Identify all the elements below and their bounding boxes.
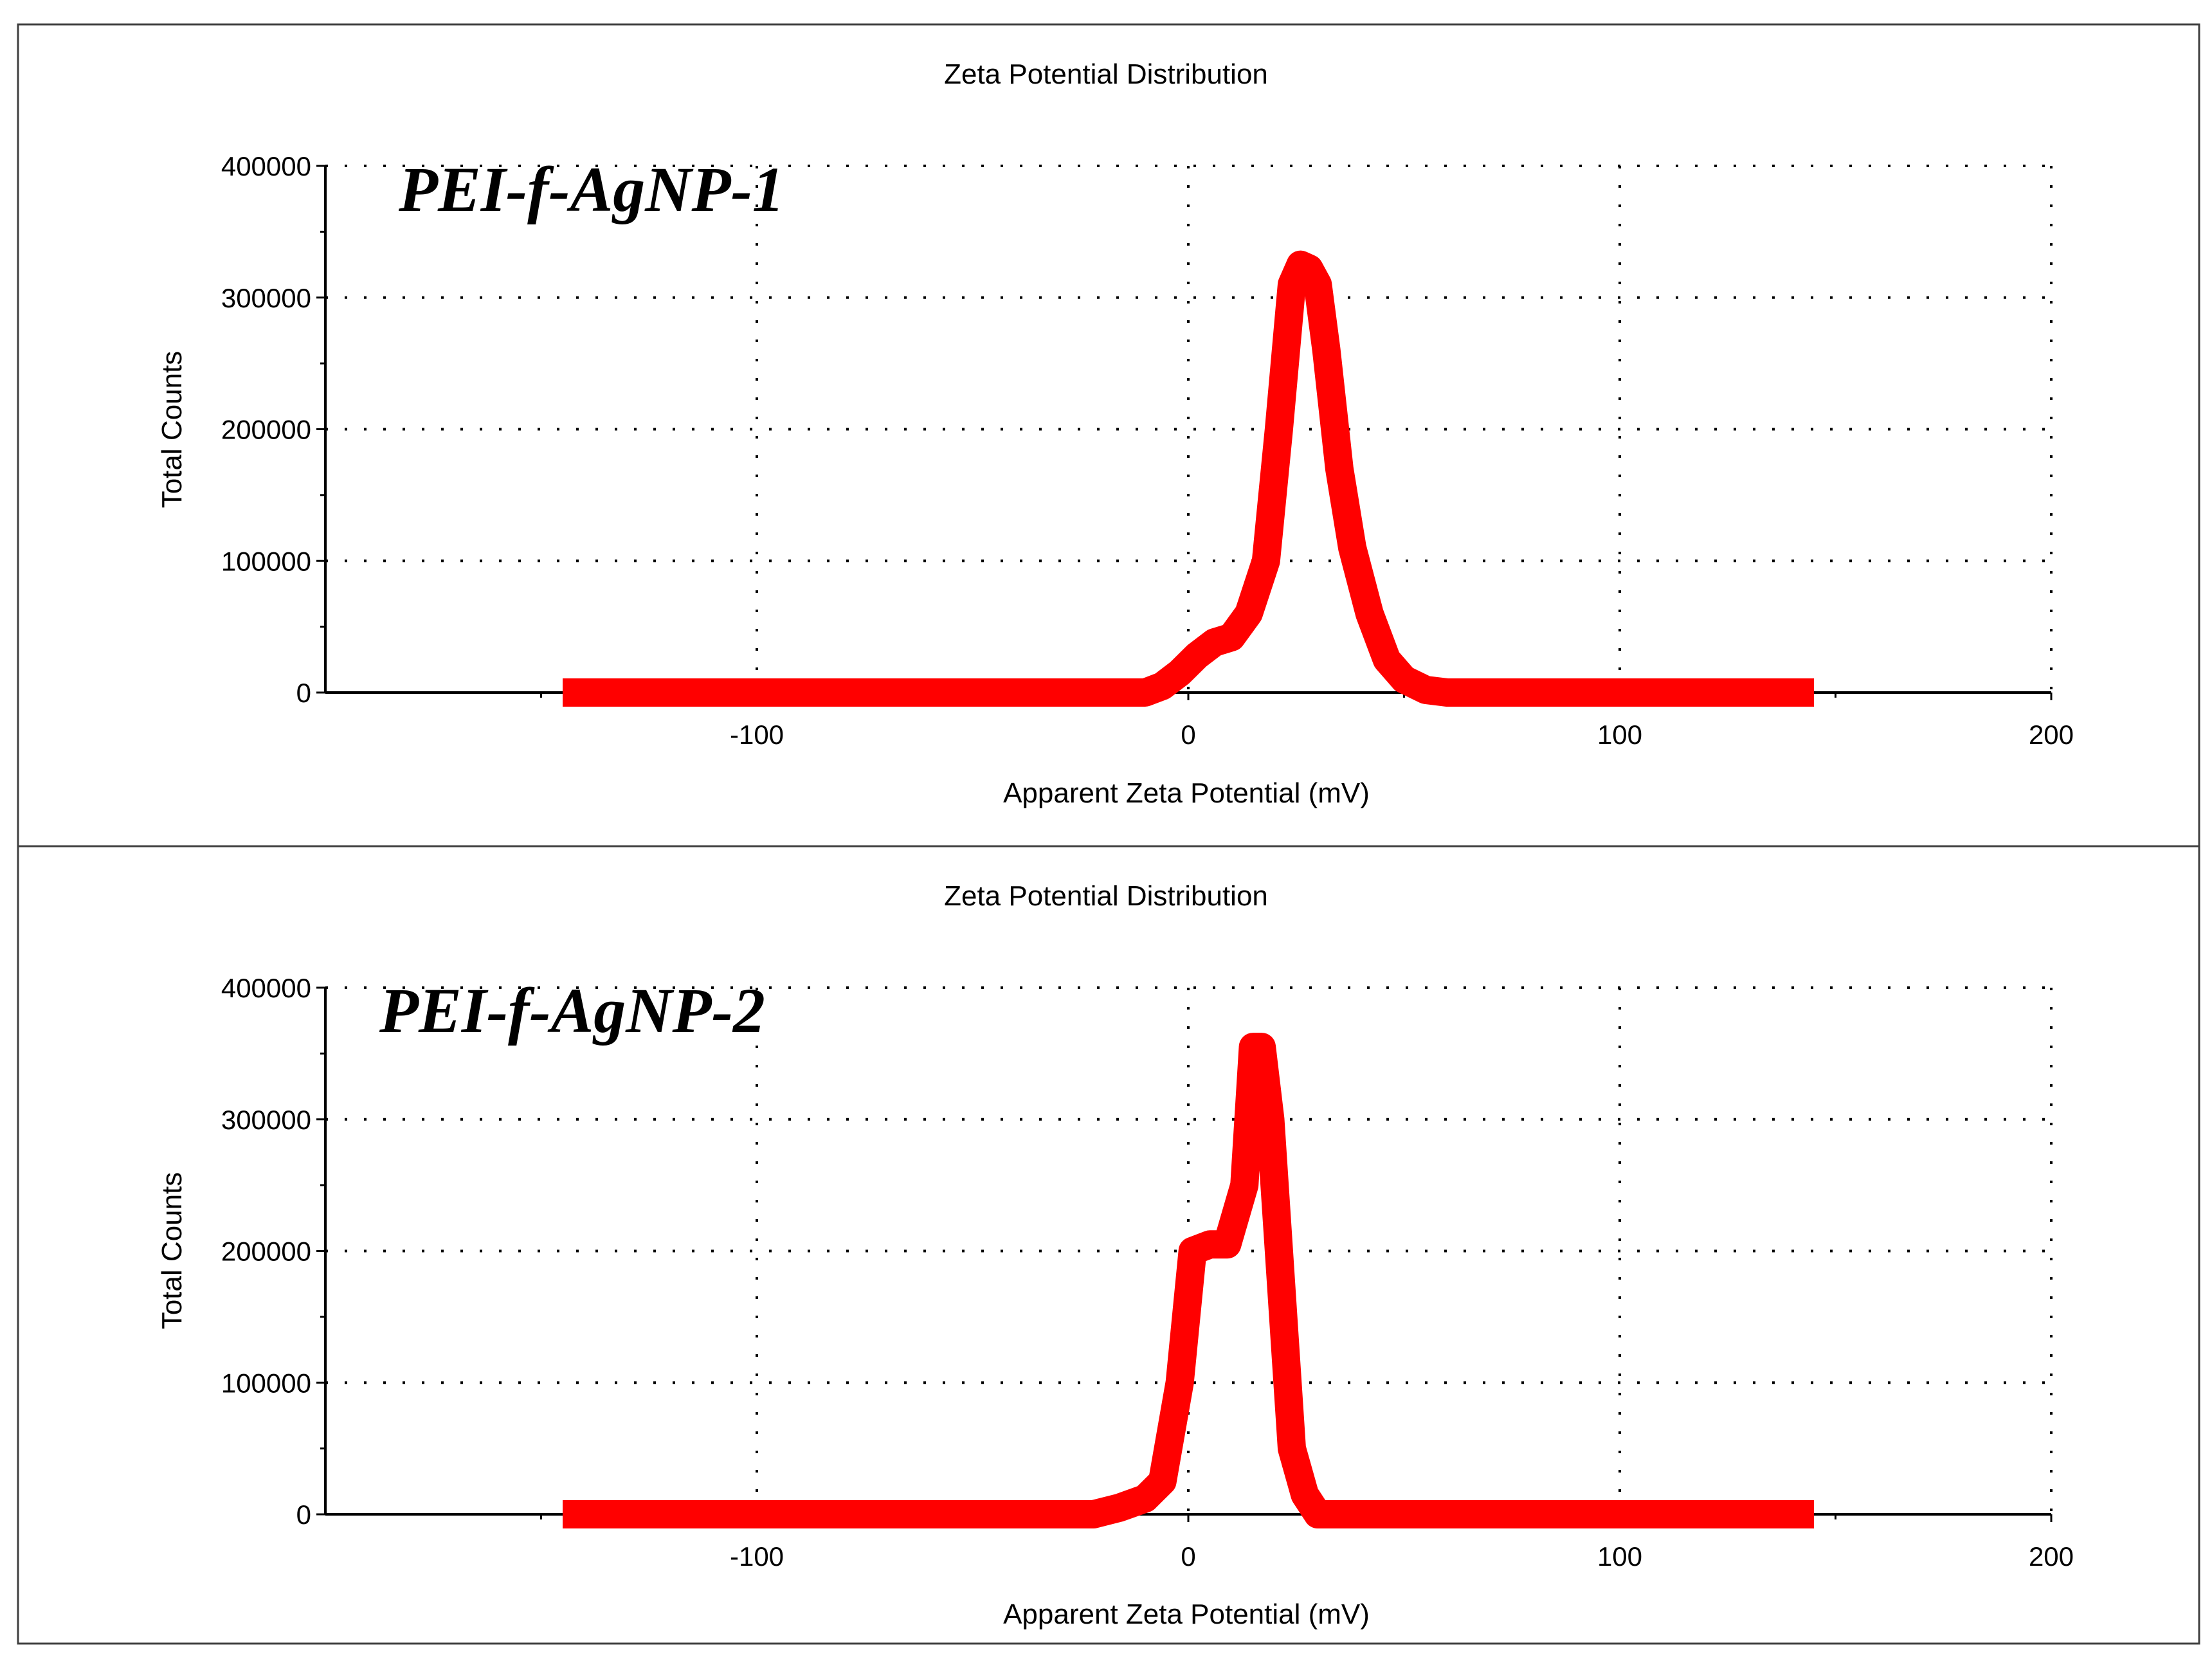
panel-frame [17, 23, 2200, 848]
chart-panel-1: Zeta Potential Distribution -100 0 100 2000… [17, 23, 2200, 848]
y-tick-label: 100000 [221, 546, 311, 576]
chart-title: Zeta Potential Distribution [944, 59, 1268, 90]
series-layer [563, 250, 1814, 707]
y-tick-label: 200000 [221, 415, 311, 445]
x-tick-label: 200 [2029, 1541, 2074, 1572]
x-tick-label: 100 [1597, 720, 1642, 750]
chart-title: Zeta Potential Distribution [944, 880, 1268, 912]
y-tick-label: 400000 [221, 973, 311, 1003]
y-tick-label: 0 [296, 678, 311, 708]
y-tick-label: 300000 [221, 283, 311, 313]
x-tick-label: 200 [2029, 720, 2074, 750]
y-axis-title: Total Counts [156, 351, 188, 509]
sample-label: PEI-f-AgNP-2 [379, 975, 765, 1046]
y-tick-label: 100000 [221, 1368, 311, 1398]
y-axis-title: Total Counts [156, 1172, 188, 1330]
x-axis-title: Apparent Zeta Potential (mV) [1003, 777, 1370, 809]
series-line [563, 250, 1814, 707]
x-tick-label: -100 [730, 720, 784, 750]
chart-panel-2: Zeta Potential Distribution -100 0 100 2000… [17, 845, 2200, 1645]
x-tick-label: -100 [730, 1541, 784, 1572]
x-tick-label: 100 [1597, 1541, 1642, 1572]
x-tick-label: 0 [1181, 720, 1195, 750]
y-tick-label: 400000 [221, 151, 311, 181]
y-tick-label: 0 [296, 1500, 311, 1530]
sample-label: PEI-f-AgNP-1 [398, 154, 784, 225]
series-line [563, 1033, 1814, 1528]
y-tick-label: 200000 [221, 1237, 311, 1267]
x-axis-title: Apparent Zeta Potential (mV) [1003, 1599, 1370, 1630]
x-tick-label: 0 [1181, 1541, 1195, 1572]
y-tick-label: 300000 [221, 1105, 311, 1135]
series-layer [563, 1033, 1814, 1528]
